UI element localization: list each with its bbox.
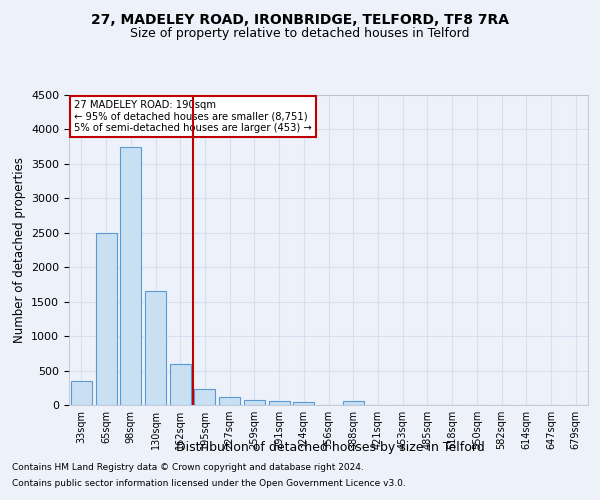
Bar — [293, 402, 314, 405]
Bar — [219, 398, 240, 405]
Text: Contains public sector information licensed under the Open Government Licence v3: Contains public sector information licen… — [12, 478, 406, 488]
Text: Contains HM Land Registry data © Crown copyright and database right 2024.: Contains HM Land Registry data © Crown c… — [12, 464, 364, 472]
Text: Distribution of detached houses by size in Telford: Distribution of detached houses by size … — [176, 441, 484, 454]
Text: 27, MADELEY ROAD, IRONBRIDGE, TELFORD, TF8 7RA: 27, MADELEY ROAD, IRONBRIDGE, TELFORD, T… — [91, 12, 509, 26]
Bar — [95, 233, 116, 405]
Text: 27 MADELEY ROAD: 190sqm
← 95% of detached houses are smaller (8,751)
5% of semi-: 27 MADELEY ROAD: 190sqm ← 95% of detache… — [74, 100, 312, 133]
Bar — [269, 401, 290, 405]
Bar — [120, 146, 141, 405]
Bar — [244, 400, 265, 405]
Bar — [343, 401, 364, 405]
Text: Size of property relative to detached houses in Telford: Size of property relative to detached ho… — [130, 28, 470, 40]
Y-axis label: Number of detached properties: Number of detached properties — [13, 157, 26, 343]
Bar — [145, 292, 166, 405]
Bar — [170, 364, 191, 405]
Bar — [71, 381, 92, 405]
Bar — [194, 389, 215, 405]
